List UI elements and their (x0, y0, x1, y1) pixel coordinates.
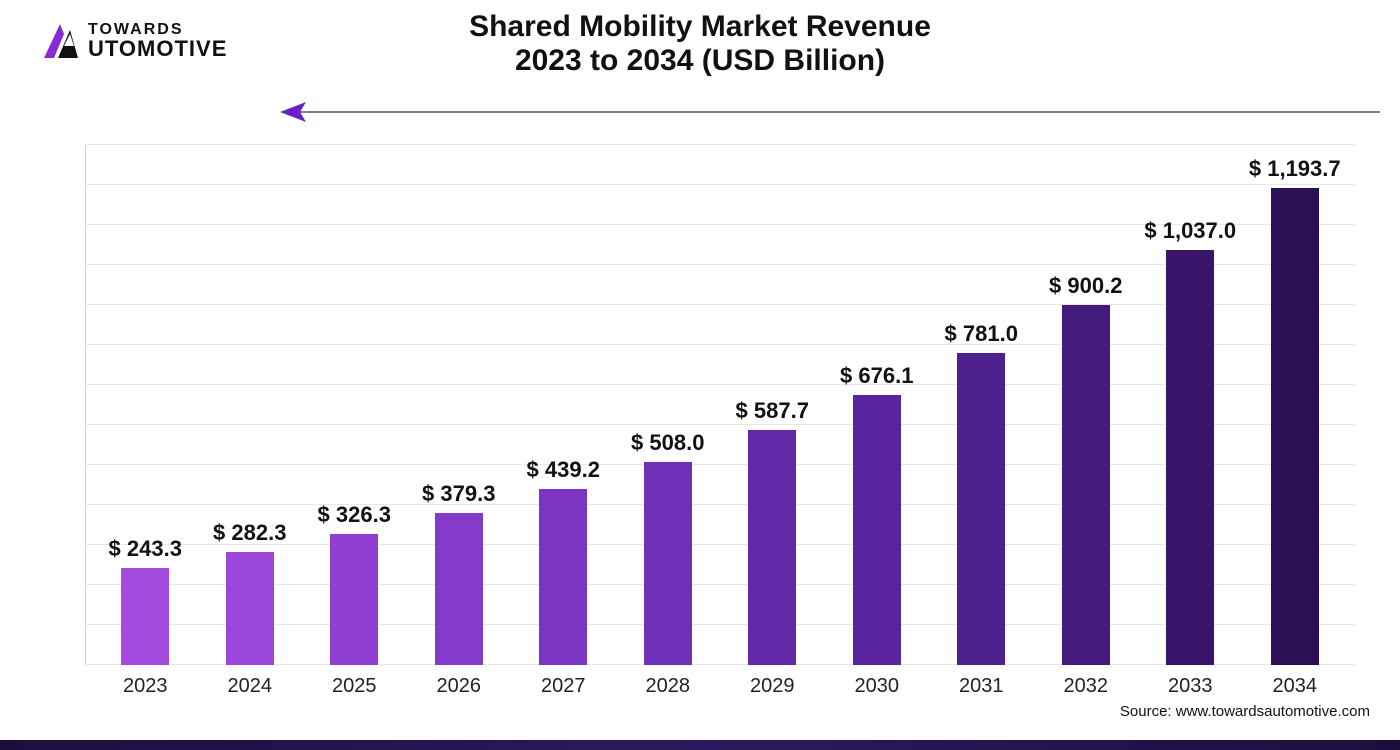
bar-value-label: $ 587.7 (736, 398, 809, 424)
plot-area: $ 243.3 $ 282.3 $ 326.3 $ 379.3 $ 439.2 $ 508… (85, 145, 1355, 665)
decorative-arrow (280, 100, 1380, 124)
bar (853, 395, 901, 665)
bar-value-label: $ 379.3 (422, 481, 495, 507)
title-line-1: Shared Mobility Market Revenue (0, 10, 1400, 44)
bar (435, 513, 483, 665)
bar-wrap: $ 508.0 (616, 145, 721, 665)
bar (748, 430, 796, 665)
bar-wrap: $ 1,193.7 (1243, 145, 1348, 665)
bars-container: $ 243.3 $ 282.3 $ 326.3 $ 379.3 $ 439.2 $ 508… (85, 145, 1355, 665)
bar (1062, 305, 1110, 665)
bar-wrap: $ 676.1 (825, 145, 930, 665)
bar (121, 568, 169, 665)
bar-wrap: $ 379.3 (407, 145, 512, 665)
bar-value-label: $ 900.2 (1049, 273, 1122, 299)
x-axis-label: 2031 (929, 675, 1034, 698)
x-axis-label: 2032 (1034, 675, 1139, 698)
x-axis-label: 2033 (1138, 675, 1243, 698)
x-axis-label: 2026 (407, 675, 512, 698)
x-axis-label: 2034 (1243, 675, 1348, 698)
bar-wrap: $ 587.7 (720, 145, 825, 665)
source-attribution: Source: www.towardsautomotive.com (1120, 703, 1370, 720)
bar-wrap: $ 243.3 (93, 145, 198, 665)
bar-value-label: $ 243.3 (109, 536, 182, 562)
bar (330, 534, 378, 665)
bar-value-label: $ 282.3 (213, 520, 286, 546)
bar-value-label: $ 781.0 (945, 321, 1018, 347)
bar (226, 552, 274, 665)
x-axis-label: 2029 (720, 675, 825, 698)
chart-title: Shared Mobility Market Revenue 2023 to 2… (0, 10, 1400, 78)
bar-wrap: $ 439.2 (511, 145, 616, 665)
x-axis-labels: 2023202420252026202720282029203020312032… (85, 675, 1355, 698)
x-axis-label: 2030 (825, 675, 930, 698)
bar-value-label: $ 326.3 (318, 502, 391, 528)
bar-value-label: $ 439.2 (527, 457, 600, 483)
bar-value-label: $ 1,037.0 (1144, 218, 1236, 244)
bar-wrap: $ 1,037.0 (1138, 145, 1243, 665)
bar-wrap: $ 900.2 (1034, 145, 1139, 665)
x-axis-label: 2025 (302, 675, 407, 698)
bar (539, 489, 587, 665)
bar (644, 462, 692, 665)
bar-wrap: $ 282.3 (198, 145, 303, 665)
x-axis-label: 2024 (198, 675, 303, 698)
x-axis-label: 2028 (616, 675, 721, 698)
x-axis-label: 2023 (93, 675, 198, 698)
bar (1166, 250, 1214, 665)
footer-bar (0, 740, 1400, 750)
bar-value-label: $ 676.1 (840, 363, 913, 389)
bar-wrap: $ 781.0 (929, 145, 1034, 665)
bar (1271, 188, 1319, 665)
bar-wrap: $ 326.3 (302, 145, 407, 665)
bar (957, 353, 1005, 665)
bar-chart: $ 243.3 $ 282.3 $ 326.3 $ 379.3 $ 439.2 $ 508… (85, 145, 1355, 665)
bar-value-label: $ 508.0 (631, 430, 704, 456)
title-line-2: 2023 to 2034 (USD Billion) (0, 44, 1400, 78)
bar-value-label: $ 1,193.7 (1249, 156, 1341, 182)
x-axis-label: 2027 (511, 675, 616, 698)
